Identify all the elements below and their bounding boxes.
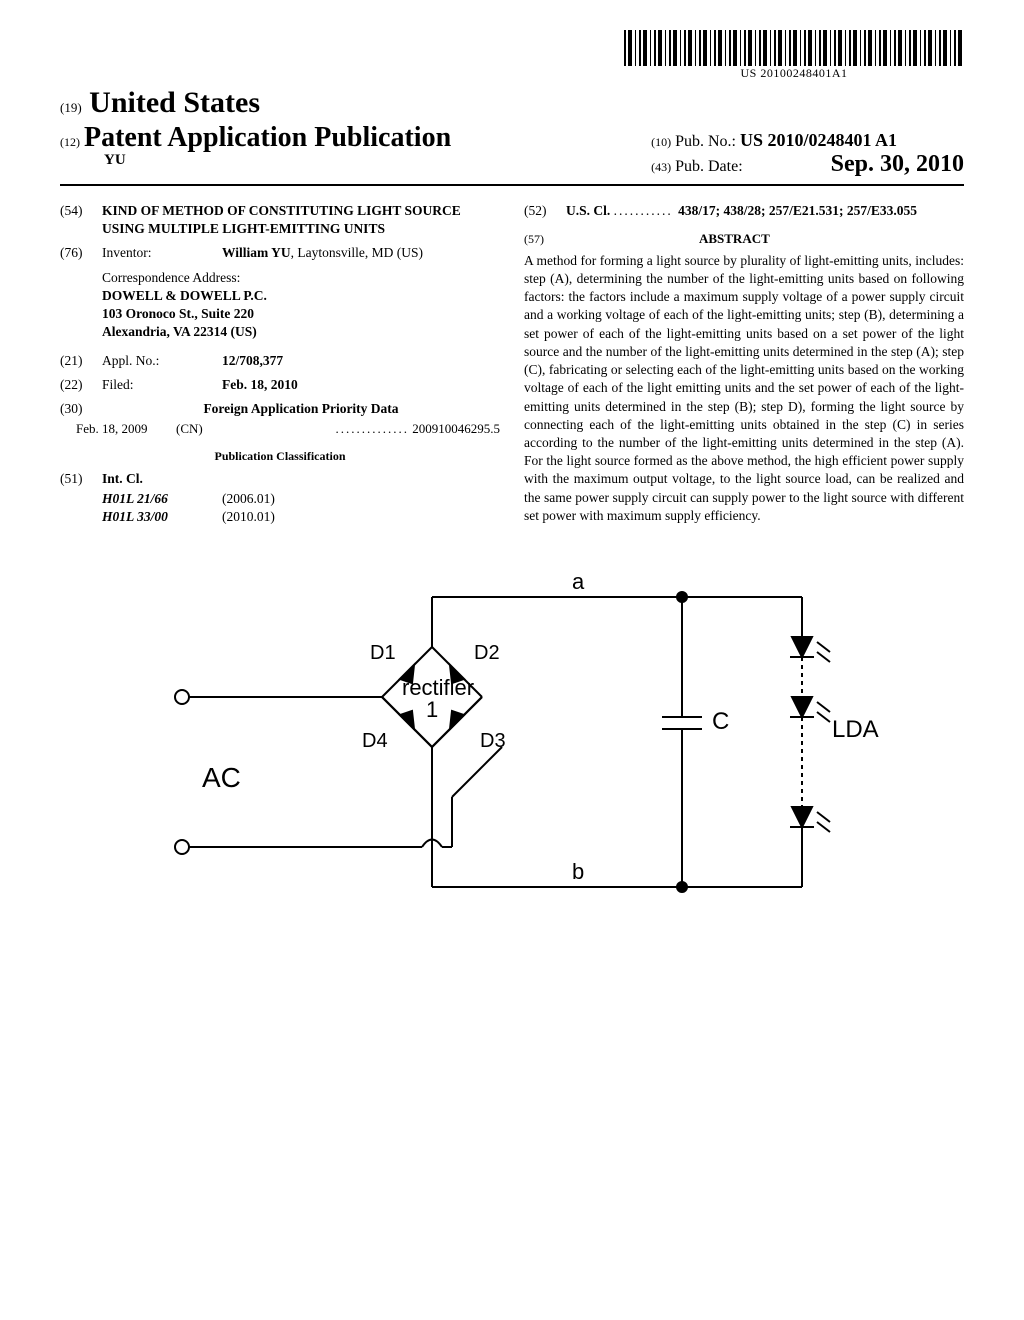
inventor-row: (76) Inventor: William YU, Laytonsville,… <box>60 244 500 262</box>
country-name: United States <box>89 86 260 119</box>
inventor-location: , Laytonsville, MD (US) <box>291 245 423 260</box>
lda-label: LDA <box>832 716 879 743</box>
author-name-heading: YU <box>104 152 651 169</box>
publication-line: (12) Patent Application Publication YU (… <box>60 122 964 178</box>
priority-heading-row: (30) Foreign Application Priority Data <box>60 400 500 418</box>
pubno-prefix: (10) <box>651 135 671 149</box>
barcode: US 20100248401A1 <box>624 30 964 81</box>
correspondence-line1: DOWELL & DOWELL P.C. <box>102 287 500 305</box>
header-divider <box>60 184 964 186</box>
b-label: b <box>572 859 584 884</box>
inventor-num: (76) <box>60 244 102 262</box>
intcl-code: H01L 21/66 <box>102 490 222 508</box>
uscl-label: U.S. Cl. <box>566 203 610 218</box>
ac-terminal-top <box>175 690 189 704</box>
priority-appno: .............. 200910046295.5 <box>236 420 500 438</box>
country-line: (19) United States <box>60 86 964 120</box>
applno-num: (21) <box>60 352 102 370</box>
diode-d4 <box>400 711 414 729</box>
capacitor-label: C <box>712 708 729 735</box>
applno-label: Appl. No.: <box>102 352 222 370</box>
filed-label: Filed: <box>102 376 222 394</box>
d4-label: D4 <box>362 730 388 752</box>
body-columns: (54) KIND OF METHOD OF CONSTITUTING LIGH… <box>60 202 964 527</box>
intcl-item: H01L 33/00 (2010.01) <box>102 508 500 526</box>
intcl-version: (2006.01) <box>222 490 275 508</box>
filed-num: (22) <box>60 376 102 394</box>
ac-label: AC <box>202 762 241 793</box>
correspondence-line3: Alexandria, VA 22314 (US) <box>102 323 500 341</box>
abstract-num: (57) <box>524 232 544 246</box>
diode-d3 <box>450 711 464 729</box>
correspondence-line2: 103 Oronoco St., Suite 220 <box>102 305 500 323</box>
led-mid <box>792 697 812 717</box>
intcl-version: (2010.01) <box>222 508 275 526</box>
correspondence-label: Correspondence Address: <box>102 269 500 287</box>
intcl-list: H01L 21/66 (2006.01) H01L 33/00 (2010.01… <box>102 490 500 526</box>
ac-terminal-bottom <box>175 840 189 854</box>
uscl-row: (52) U.S. Cl. ........... 438/17; 438/28… <box>524 202 964 220</box>
applno-row: (21) Appl. No.: 12/708,377 <box>60 352 500 370</box>
intcl-num: (51) <box>60 470 102 488</box>
d2-label: D2 <box>474 642 500 664</box>
filed-date: Feb. 18, 2010 <box>222 376 500 394</box>
right-column: (52) U.S. Cl. ........... 438/17; 438/28… <box>524 202 964 527</box>
intcl-code: H01L 33/00 <box>102 508 222 526</box>
publication-type: Patent Application Publication <box>84 122 451 153</box>
d1-label: D1 <box>370 642 396 664</box>
priority-num: (30) <box>60 400 102 418</box>
abstract-block: (57) ABSTRACT A method for forming a lig… <box>524 230 964 525</box>
a-label: a <box>572 569 585 594</box>
circuit-diagram: AC <box>60 567 964 947</box>
publication-date: Sep. 30, 2010 <box>831 151 964 177</box>
document-header: (19) United States (12) Patent Applicati… <box>60 86 964 178</box>
priority-country: (CN) <box>176 420 236 438</box>
filed-row: (22) Filed: Feb. 18, 2010 <box>60 376 500 394</box>
pubdate-prefix: (43) <box>651 160 671 174</box>
invention-title: KIND OF METHOD OF CONSTITUTING LIGHT SOU… <box>102 202 500 238</box>
inventor-name: William YU <box>222 245 291 260</box>
intcl-label: Int. Cl. <box>102 470 143 488</box>
pub-num-prefix: (12) <box>60 135 80 149</box>
left-column: (54) KIND OF METHOD OF CONSTITUTING LIGH… <box>60 202 500 527</box>
barcode-number: US 20100248401A1 <box>624 66 964 81</box>
led-top <box>792 637 812 657</box>
uscl-num: (52) <box>524 202 566 220</box>
uscl-value: 438/17; 438/28; 257/E21.531; 257/E33.055 <box>678 203 917 218</box>
barcode-stripes <box>624 30 964 66</box>
country-num: (19) <box>60 100 82 115</box>
priority-date: Feb. 18, 2009 <box>76 420 176 438</box>
classification-heading: Publication Classification <box>60 448 500 464</box>
abstract-heading: ABSTRACT <box>547 230 921 248</box>
correspondence-block: Correspondence Address: DOWELL & DOWELL … <box>102 269 500 342</box>
publication-number: US 2010/0248401 A1 <box>740 130 897 150</box>
barcode-region: US 20100248401A1 <box>60 30 964 82</box>
d3-label: D3 <box>480 730 506 752</box>
pubdate-label: Pub. Date: <box>675 158 743 175</box>
intcl-row: (51) Int. Cl. <box>60 470 500 488</box>
application-number: 12/708,377 <box>222 352 500 370</box>
inventor-label: Inventor: <box>102 244 222 262</box>
rectifier-number: 1 <box>426 697 438 722</box>
abstract-text: A method for forming a light source by p… <box>524 252 964 525</box>
intcl-item: H01L 21/66 (2006.01) <box>102 490 500 508</box>
title-num: (54) <box>60 202 102 238</box>
title-row: (54) KIND OF METHOD OF CONSTITUTING LIGH… <box>60 202 500 238</box>
priority-heading: Foreign Application Priority Data <box>102 400 500 418</box>
circuit-svg: AC <box>122 567 902 947</box>
pubno-label: Pub. No.: <box>675 133 736 150</box>
priority-data-row: Feb. 18, 2009 (CN) .............. 200910… <box>76 420 500 438</box>
led-bottom <box>792 807 812 827</box>
